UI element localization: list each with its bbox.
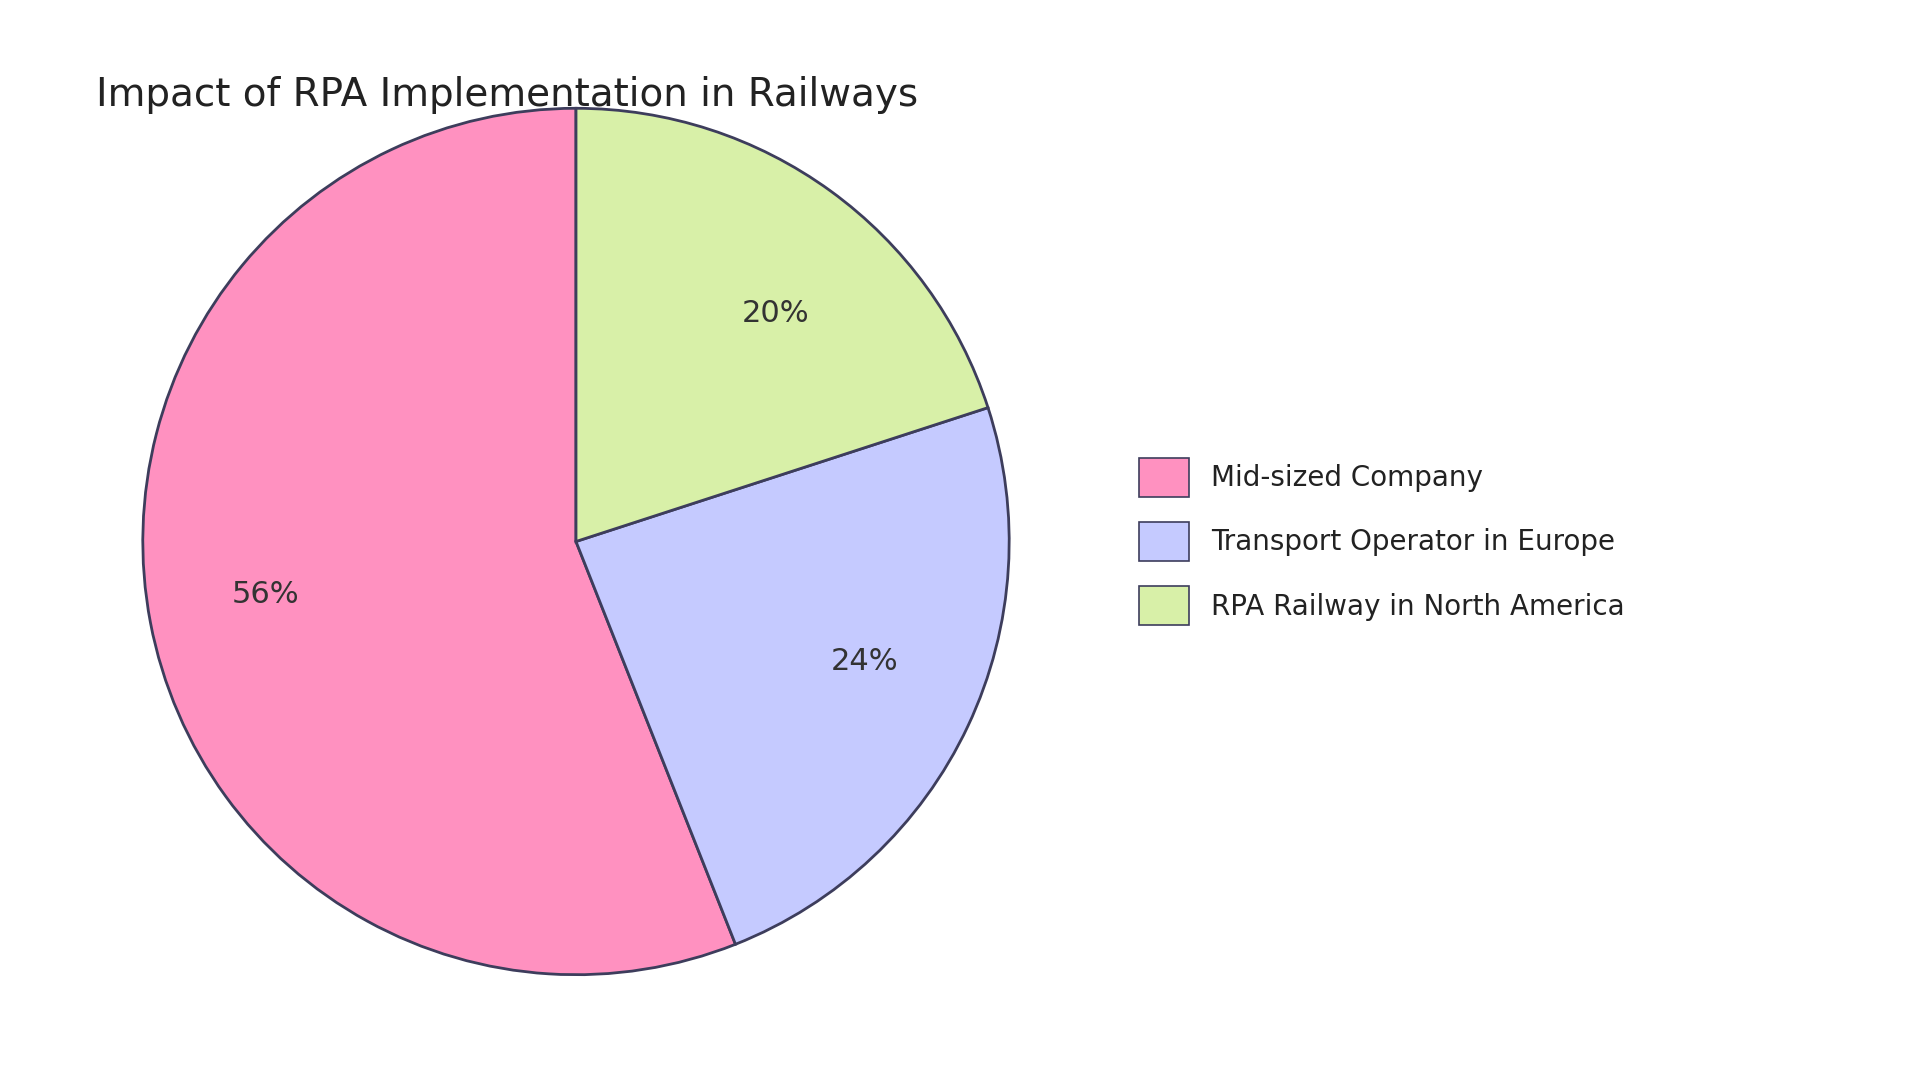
Text: 24%: 24% — [831, 647, 899, 676]
Legend: Mid-sized Company, Transport Operator in Europe, RPA Railway in North America: Mid-sized Company, Transport Operator in… — [1127, 446, 1636, 637]
Text: 56%: 56% — [232, 579, 300, 609]
Wedge shape — [576, 108, 989, 542]
Text: 20%: 20% — [741, 299, 808, 328]
Wedge shape — [142, 108, 735, 975]
Text: Impact of RPA Implementation in Railways: Impact of RPA Implementation in Railways — [96, 76, 918, 114]
Wedge shape — [576, 407, 1010, 944]
